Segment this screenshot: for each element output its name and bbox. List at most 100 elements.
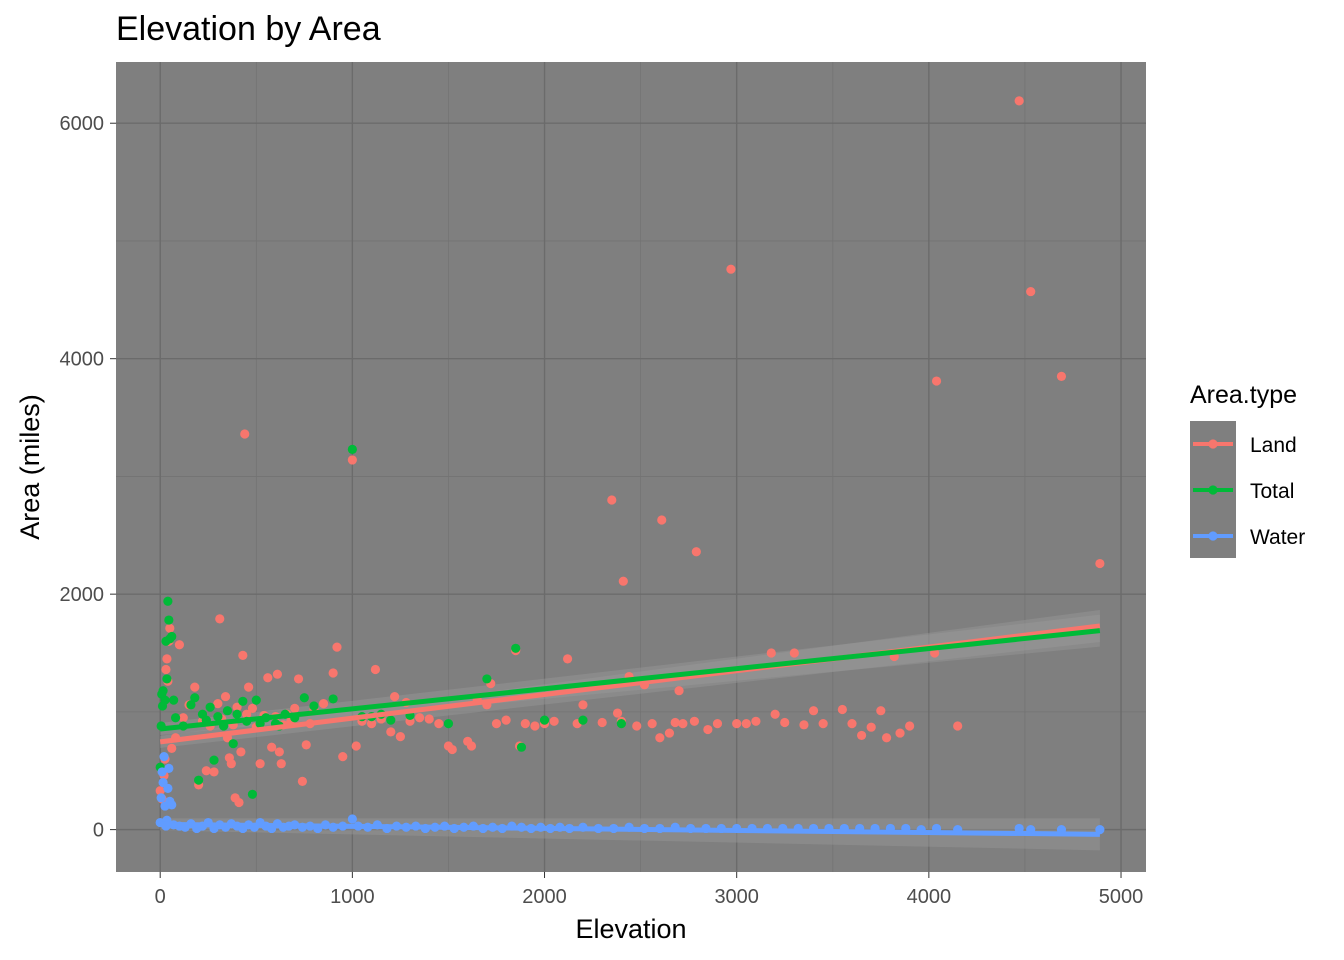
point-total — [169, 695, 179, 705]
point-land — [689, 716, 700, 726]
point-land — [726, 264, 736, 274]
point-land — [190, 682, 200, 692]
point-total — [386, 715, 396, 725]
x-tick-label: 1000 — [330, 886, 375, 908]
point-land — [213, 699, 223, 709]
point-total — [299, 693, 309, 703]
point-land — [664, 728, 675, 738]
point-land — [236, 747, 246, 757]
point-land — [881, 733, 892, 743]
legend-point-total — [1208, 485, 1218, 495]
point-land — [578, 700, 588, 710]
point-total — [482, 674, 492, 684]
point-land — [328, 668, 338, 678]
legend-items: Land Total Water — [1193, 434, 1305, 549]
point-land — [290, 703, 300, 713]
point-land — [931, 376, 942, 386]
point-land — [1056, 371, 1067, 381]
point-land — [226, 759, 236, 769]
point-land — [712, 719, 723, 729]
legend-label-land: Land — [1250, 434, 1297, 457]
x-tick-label: 5000 — [1099, 886, 1144, 908]
point-land — [732, 719, 742, 729]
point-total — [209, 755, 219, 765]
x-tick-label: 2000 — [522, 886, 567, 908]
point-land — [238, 650, 248, 660]
point-land — [607, 495, 617, 505]
point-land — [770, 709, 780, 719]
point-land — [243, 682, 254, 692]
point-total — [222, 706, 233, 716]
y-tick-label: 0 — [93, 820, 104, 842]
point-land — [209, 767, 219, 777]
point-land — [520, 719, 530, 729]
y-tick-label: 2000 — [60, 584, 105, 606]
point-total — [443, 719, 454, 729]
y-tick-label: 4000 — [60, 349, 105, 371]
point-total — [213, 711, 223, 722]
point-land — [293, 674, 304, 684]
point-land — [847, 719, 857, 729]
legend-point-water — [1208, 531, 1218, 541]
point-total — [309, 701, 319, 711]
point-land — [161, 664, 171, 675]
point-water — [159, 752, 169, 762]
legend: Area.type Land Total Water — [1190, 381, 1305, 558]
point-total — [247, 789, 258, 799]
point-total — [616, 719, 626, 729]
point-land — [491, 719, 502, 729]
point-land — [347, 455, 357, 465]
point-land — [351, 741, 361, 751]
point-land — [242, 709, 252, 719]
x-axis-title: Elevation — [575, 914, 686, 944]
point-land — [240, 429, 250, 439]
point-land — [415, 713, 425, 723]
point-land — [655, 733, 665, 743]
point-land — [466, 741, 477, 751]
x-tick-label: 0 — [155, 886, 166, 908]
point-land — [220, 691, 231, 702]
point-land — [390, 691, 400, 702]
point-total — [232, 709, 242, 719]
point-land — [272, 669, 283, 679]
point-land — [670, 717, 680, 728]
x-axis-ticks: 0 1000 2000 3000 4000 5000 — [155, 872, 1144, 908]
point-total — [167, 631, 177, 642]
point-land — [895, 728, 905, 738]
point-land — [856, 730, 867, 741]
y-tick-label: 6000 — [60, 113, 105, 135]
point-land — [1095, 558, 1105, 569]
point-land — [562, 654, 573, 664]
trend-line-total — [159, 628, 1101, 732]
point-land — [301, 740, 311, 750]
point-land — [424, 714, 434, 724]
point-land — [678, 719, 688, 729]
point-land — [808, 706, 819, 716]
y-axis-title: Area (miles) — [15, 394, 45, 540]
point-land — [501, 715, 511, 725]
point-total — [251, 695, 261, 705]
point-land — [267, 742, 277, 752]
point-total — [238, 696, 248, 706]
point-water — [347, 814, 357, 824]
x-tick-label: 4000 — [907, 886, 952, 908]
point-land — [332, 642, 342, 652]
point-land — [930, 648, 940, 658]
point-total — [163, 596, 173, 606]
point-land — [618, 576, 628, 586]
x-tick-label: 3000 — [714, 886, 759, 908]
point-total — [328, 694, 338, 704]
point-land — [818, 719, 828, 729]
point-land — [612, 708, 623, 718]
point-land — [789, 648, 799, 658]
point-land — [247, 703, 258, 713]
point-land — [703, 724, 713, 735]
point-land — [766, 648, 776, 658]
trend-line-water — [160, 821, 1100, 837]
point-land — [905, 721, 915, 731]
point-total — [190, 693, 200, 703]
minor-gridlines — [116, 62, 1146, 872]
point-land — [255, 759, 265, 769]
point-land — [953, 721, 963, 731]
